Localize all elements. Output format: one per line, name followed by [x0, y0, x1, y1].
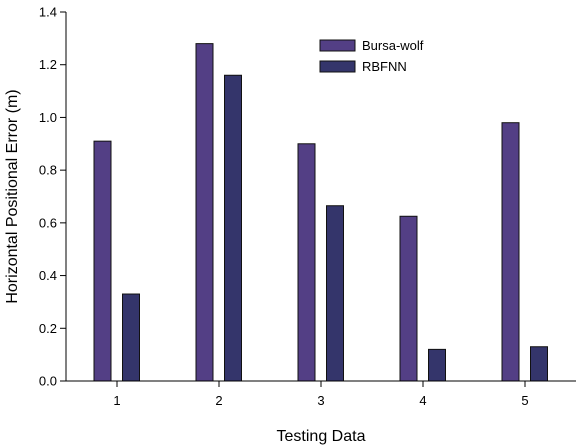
y-ticks: 0.0 0.2 0.4 0.6 0.8 1.0 1.2 1.4	[39, 5, 66, 389]
y-tick-label: 0.2	[39, 321, 57, 336]
bars-layer	[93, 43, 548, 382]
x-ticks: 1 2 3 4 5	[113, 381, 529, 408]
legend-label: RBFNN	[362, 59, 407, 74]
x-tick-label: 1	[113, 393, 120, 408]
x-tick-label: 4	[419, 393, 426, 408]
x-tick-label: 5	[521, 393, 528, 408]
y-tick-label: 0.4	[39, 268, 57, 283]
bar-bursa-wolf-4	[399, 215, 418, 382]
bar-rbfnn-3	[326, 205, 344, 382]
y-tick-label: 1.2	[39, 57, 57, 72]
bar-bursa-wolf-3	[297, 143, 316, 382]
y-tick-label: 0.8	[39, 163, 57, 178]
bar-rbfnn-4	[428, 348, 446, 382]
y-axis-title: Horizontal Positional Error (m)	[4, 89, 21, 303]
bar-rbfnn-5	[530, 346, 548, 382]
bar-rbfnn-1	[122, 293, 140, 382]
bar-bursa-wolf-2	[195, 43, 214, 382]
y-tick-label: 0.6	[39, 215, 57, 230]
legend: Bursa-wolf RBFNN	[319, 38, 424, 74]
legend-swatch	[319, 60, 356, 73]
x-tick-label: 2	[215, 393, 222, 408]
y-tick-label: 1.0	[39, 110, 57, 125]
legend-label: Bursa-wolf	[362, 38, 424, 53]
y-tick-label: 1.4	[39, 5, 57, 20]
x-axis-title: Testing Data	[277, 428, 366, 445]
x-tick-label: 3	[317, 393, 324, 408]
bar-rbfnn-2	[224, 74, 242, 382]
legend-swatch	[319, 39, 356, 52]
bar-bursa-wolf-1	[93, 140, 112, 382]
y-tick-label: 0.0	[39, 374, 57, 389]
bar-bursa-wolf-5	[501, 122, 520, 382]
